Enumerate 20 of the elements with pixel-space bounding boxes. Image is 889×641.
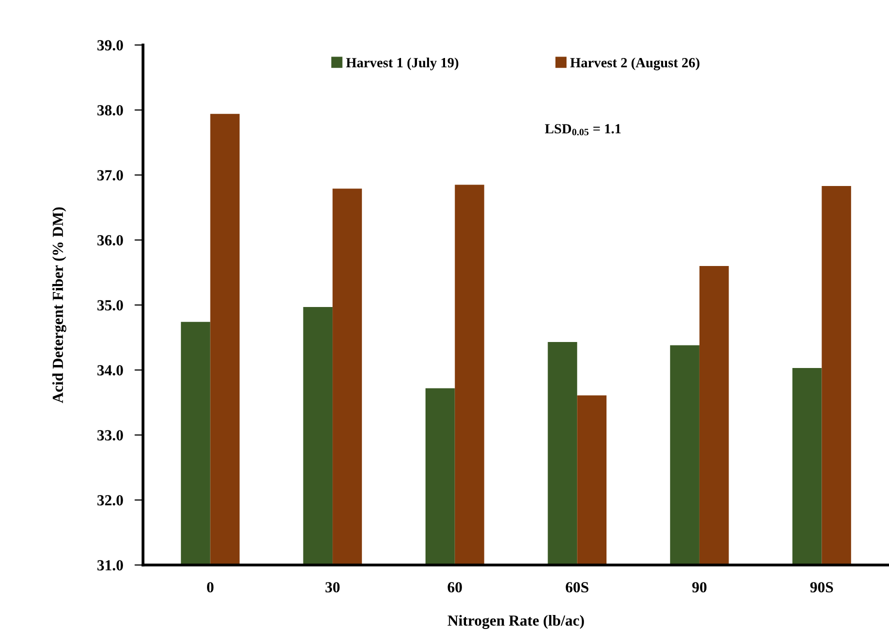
legend-label: Harvest 1 (July 19) [346, 58, 458, 70]
y-axis-title: Acid Detergent Fiber (% DM) [52, 207, 66, 404]
x-axis-title: Nitrogen Rate (lb/ac) [448, 614, 584, 629]
y-tick-label: 38.0 [97, 105, 123, 116]
y-tick-label: 35.0 [97, 300, 123, 311]
y-tick-label: 36.0 [97, 235, 123, 246]
legend-label: Harvest 2 (August 26) [570, 58, 700, 70]
x-tick-label: 60S [566, 582, 588, 592]
annotation: LSD$_{0.05}$ = 1.1 [544, 124, 621, 136]
y-tick-label: 31.0 [97, 560, 123, 571]
x-tick-label: 90 [692, 582, 706, 592]
x-tick-label: 60 [448, 582, 462, 592]
y-tick-label: 39.0 [97, 40, 123, 51]
x-tick-label: 30 [325, 582, 340, 592]
y-tick-label: 32.0 [97, 495, 123, 506]
x-tick-label: 0 [207, 582, 214, 592]
y-tick-label: 33.0 [97, 430, 123, 441]
y-tick-label: 34.0 [97, 365, 123, 376]
y-tick-label: 37.0 [97, 170, 123, 181]
x-tick-label: 90S [810, 582, 833, 592]
